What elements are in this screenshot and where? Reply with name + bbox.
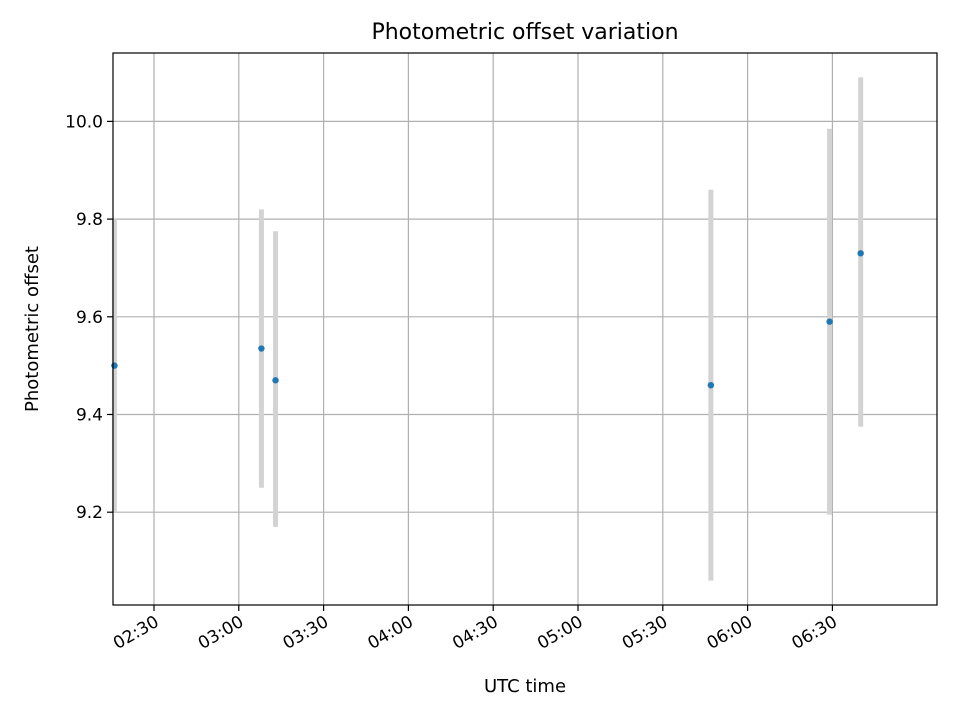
data-point: [826, 318, 833, 325]
y-tick-label: 9.2: [76, 503, 103, 523]
data-point: [111, 362, 118, 369]
data-point: [272, 377, 279, 384]
plot-frame: [112, 52, 938, 606]
y-tick-label: 9.6: [76, 308, 103, 328]
grid: [113, 53, 937, 605]
y-axis-label: Photometric offset: [22, 246, 43, 412]
y-tick-label: 9.8: [76, 210, 103, 230]
data-point: [258, 345, 265, 352]
data-points: [111, 250, 864, 389]
y-tick-label: 10.0: [65, 112, 103, 132]
data-point: [707, 381, 715, 389]
y-axis-ticks: 9.2 9.4 9.6 9.8 10.0: [65, 112, 113, 523]
y-tick-label: 9.4: [76, 405, 103, 425]
chart-title: Photometric offset variation: [371, 20, 678, 45]
data-point: [857, 250, 864, 257]
x-axis-label: UTC time: [484, 676, 566, 697]
